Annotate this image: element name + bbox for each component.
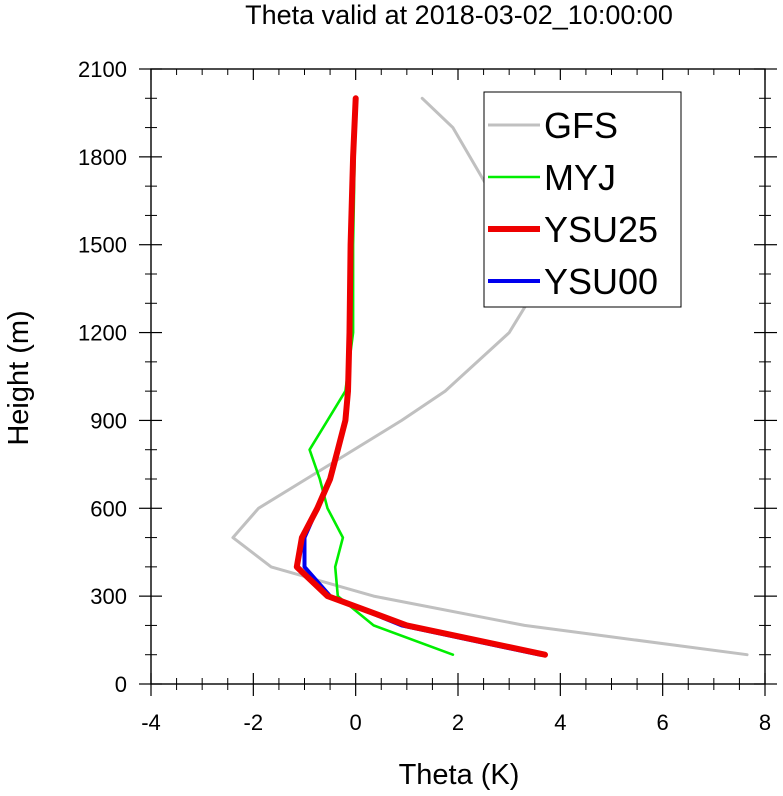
y-tick-label: 900 [90, 408, 127, 433]
y-tick-label: 2100 [78, 57, 127, 82]
x-tick-label: 4 [554, 710, 566, 735]
x-tick-label: -2 [244, 710, 264, 735]
x-axis-label: Theta (K) [399, 759, 520, 791]
x-tick-label: 8 [759, 710, 771, 735]
legend-label-myj: MYJ [544, 157, 616, 198]
legend-label-gfs: GFS [544, 105, 618, 146]
series-line-myj [308, 97, 455, 657]
legend-label-ysu25: YSU25 [544, 209, 658, 250]
axis-ticks: -4 -2 0 2 4 6 8 0 300 600 900 1200 1500 1800 2100 [78, 57, 777, 735]
legend-label-ysu00: YSU00 [544, 261, 658, 302]
y-tick-label: 1500 [78, 233, 127, 258]
x-tick-label: 2 [452, 710, 464, 735]
y-tick-label: 0 [115, 672, 127, 697]
y-tick-label: 1200 [78, 321, 127, 346]
y-axis-label: Height (m) [3, 310, 35, 445]
chart-title: Theta valid at 2018-03-02_10:00:00 [245, 0, 673, 30]
legend-box [483, 91, 682, 308]
x-tick-label: 6 [657, 710, 669, 735]
y-tick-label: 300 [90, 584, 127, 609]
legend: GFS MYJ YSU25 YSU00 [483, 91, 682, 308]
x-tick-label: -4 [141, 710, 161, 735]
y-tick-label: 600 [90, 496, 127, 521]
series-line-ysu25 [293, 95, 548, 658]
y-tick-label: 1800 [78, 145, 127, 170]
x-tick-label: 0 [350, 710, 362, 735]
